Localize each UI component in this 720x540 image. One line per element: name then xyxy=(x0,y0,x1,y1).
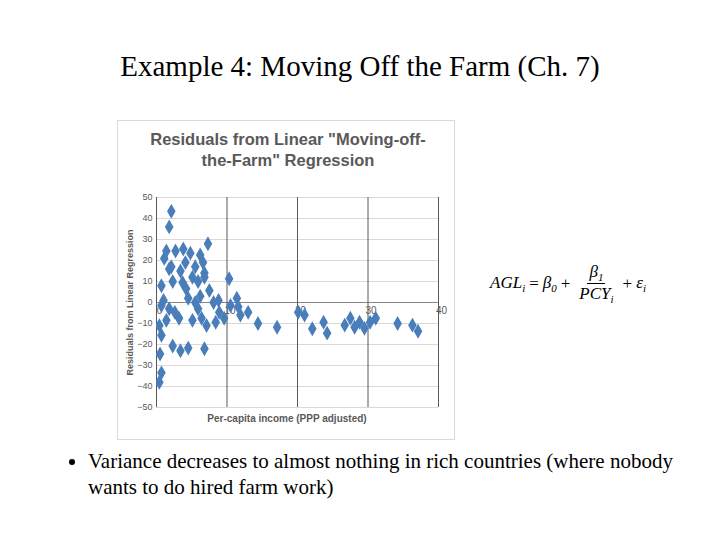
svg-text:−10: −10 xyxy=(137,318,152,328)
svg-text:0: 0 xyxy=(156,304,163,316)
svg-text:−40: −40 xyxy=(137,381,152,391)
svg-text:50: 50 xyxy=(142,192,152,202)
html-text:β1: β1 xyxy=(589,262,604,284)
html-text:+ εi: + εi xyxy=(622,273,646,295)
svg-text:20: 20 xyxy=(142,255,152,265)
html-text:AGLi = β0 +: AGLi = β0 + xyxy=(490,273,571,295)
svg-text:Residuals from Linear Regressi: Residuals from Linear Regression xyxy=(125,229,135,375)
svg-text:−30: −30 xyxy=(137,360,152,370)
html-text:Example 4: Moving Off the Farm: Example 4: Moving Off the Farm (Ch. 7) xyxy=(120,50,600,82)
html-text:Residuals from Linear "Moving-: Residuals from Linear "Moving-off-the-Fa… xyxy=(150,130,426,169)
svg-text:10: 10 xyxy=(142,276,152,286)
svg-text:−50: −50 xyxy=(137,402,152,412)
html-text:Per-capita income (PPP adjuste: Per-capita income (PPP adjusted) xyxy=(207,413,367,424)
svg-text:−20: −20 xyxy=(137,339,152,349)
svg-text:40: 40 xyxy=(436,305,448,316)
svg-text:10: 10 xyxy=(224,304,236,316)
svg-text:30: 30 xyxy=(365,304,377,316)
html-text:Variance decreases to almost n: Variance decreases to almost nothing in … xyxy=(88,449,673,499)
html-text:PCYi: PCYi xyxy=(579,284,614,306)
svg-text:30: 30 xyxy=(142,234,152,244)
svg-text:40: 40 xyxy=(142,213,152,223)
svg-text:0: 0 xyxy=(147,297,152,307)
